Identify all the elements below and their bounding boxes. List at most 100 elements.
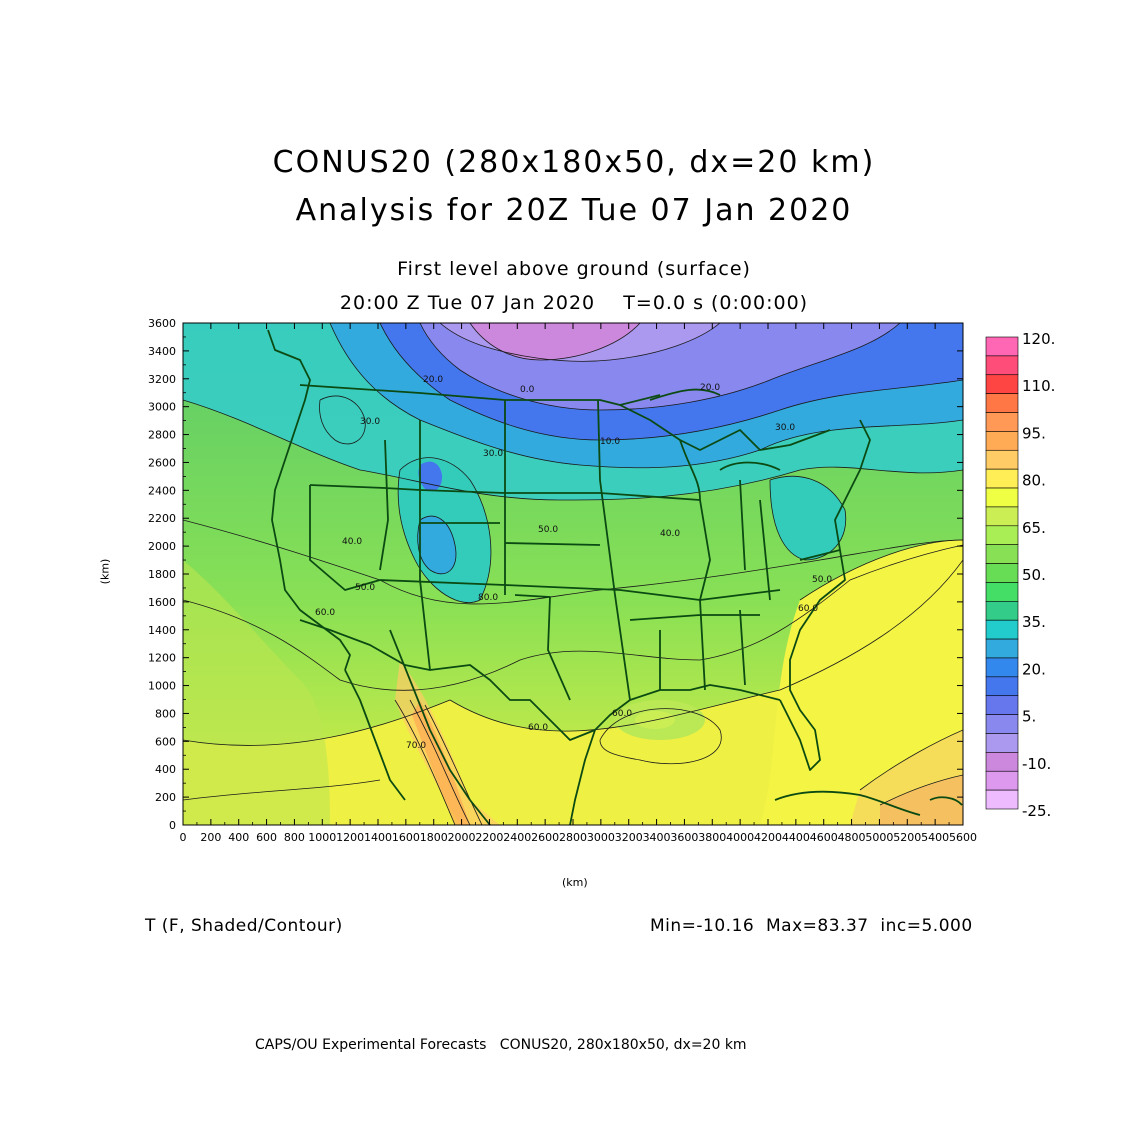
- contour-label: 20.0: [423, 375, 443, 385]
- colorbar-swatch: [985, 638, 1019, 659]
- contour-label: 20.0: [700, 383, 720, 393]
- x-tick-label: 3200: [615, 831, 643, 844]
- y-tick-label: 1400: [148, 624, 176, 637]
- colorbar-label: 65.: [1022, 519, 1046, 537]
- y-tick-label: 800: [155, 707, 176, 720]
- colorbar-swatch: [985, 714, 1019, 734]
- y-tick-label: 2400: [148, 484, 176, 497]
- colorbar-swatch: [985, 789, 1019, 810]
- x-tick-label: 5000: [865, 831, 893, 844]
- y-tick-label: 1000: [148, 680, 176, 693]
- colorbar-swatch: [985, 506, 1019, 527]
- colorbar-swatch: [985, 544, 1019, 564]
- y-tick-label: 2000: [148, 540, 176, 553]
- x-tick-label: 3000: [587, 831, 615, 844]
- contour-lines: [183, 323, 963, 825]
- y-axis-label: (km): [98, 558, 112, 585]
- credit-line: CAPS/OU Experimental Forecasts CONUS20, …: [255, 1037, 747, 1053]
- colorbar-swatch: [985, 563, 1019, 583]
- contour-label: 70.0: [406, 741, 426, 751]
- colorbar-swatch: [985, 676, 1019, 697]
- colorbar-swatch: [985, 393, 1019, 413]
- colorbar-swatch: [985, 733, 1019, 753]
- field-stats: Min=-10.16 Max=83.37 inc=5.000: [650, 916, 973, 936]
- x-tick-label: 1800: [420, 831, 448, 844]
- x-tick-label: 5200: [893, 831, 921, 844]
- x-tick-label: 4000: [726, 831, 754, 844]
- colorbar-swatch: [985, 355, 1019, 376]
- x-tick-label: 2800: [559, 831, 587, 844]
- colorbar-swatch: [985, 431, 1019, 451]
- y-tick-label: 400: [155, 763, 176, 776]
- x-tick-label: 4400: [782, 831, 810, 844]
- x-tick-label: 400: [228, 831, 249, 844]
- contour-label: 10.0: [600, 437, 620, 447]
- y-tick-label: 3400: [148, 345, 176, 358]
- y-tick-label: 1200: [148, 652, 176, 665]
- x-tick-label: 200: [200, 831, 221, 844]
- x-tick-label: 3800: [698, 831, 726, 844]
- x-tick-label: 600: [256, 831, 277, 844]
- x-tick-label: 3600: [670, 831, 698, 844]
- contour-label: 30.0: [483, 449, 503, 459]
- subtitle-line-1: First level above ground (surface): [397, 258, 751, 280]
- colorbar-label: 35.: [1022, 613, 1046, 631]
- y-tick-label: 2200: [148, 512, 176, 525]
- colorbar-swatch: [985, 487, 1019, 508]
- x-tick-label: 4200: [754, 831, 782, 844]
- x-tick-label: 2400: [503, 831, 531, 844]
- x-tick-label: 0: [180, 831, 187, 844]
- x-tick-label: 1000: [308, 831, 336, 844]
- colorbar-label: 95.: [1022, 424, 1046, 442]
- colorbar-swatch: [985, 695, 1019, 715]
- shaded-field: [183, 323, 963, 825]
- y-tick-label: 1800: [148, 568, 176, 581]
- contour-label: 60.0: [315, 608, 335, 618]
- y-tick-label: 0: [169, 819, 176, 832]
- colorbar-label: -25.: [1022, 802, 1051, 820]
- x-tick-label: 2000: [448, 831, 476, 844]
- colorbar-label: 80.: [1022, 472, 1046, 490]
- y-tick-label: 3000: [148, 401, 176, 414]
- x-tick-label: 5400: [921, 831, 949, 844]
- x-tick-label: 3400: [643, 831, 671, 844]
- contour-label: 60.0: [528, 723, 548, 733]
- y-tick-label: 200: [155, 791, 176, 804]
- y-tick-label: 3200: [148, 373, 176, 386]
- subtitle-line-2: 20:00 Z Tue 07 Jan 2020 T=0.0 s (0:00:00…: [339, 292, 809, 314]
- colorbar-label: 110.: [1022, 377, 1055, 395]
- y-tick-label: 2800: [148, 429, 176, 442]
- colorbar-swatch: [985, 412, 1019, 432]
- x-tick-label: 2600: [531, 831, 559, 844]
- colorbar-swatch: [985, 601, 1019, 621]
- colorbar-label: 5.: [1022, 708, 1036, 726]
- x-tick-label: 1400: [364, 831, 392, 844]
- colorbar-swatch: [985, 336, 1019, 357]
- contour-label: 30.0: [360, 417, 380, 427]
- x-tick-label: 4600: [810, 831, 838, 844]
- contour-label: 60.0: [798, 604, 818, 614]
- colorbar-label: 20.: [1022, 660, 1046, 678]
- colorbar-swatch: [985, 525, 1019, 545]
- colorbar-swatch: [985, 619, 1019, 640]
- geographic-boundaries: [267, 329, 963, 825]
- title-line-2: Analysis for 20Z Tue 07 Jan 2020: [295, 193, 853, 228]
- contour-label: 0.0: [520, 385, 535, 395]
- contour-label: 40.0: [342, 537, 362, 547]
- y-tick-label: 2600: [148, 456, 176, 469]
- colorbar-swatch: [985, 582, 1019, 602]
- colorbar-swatch: [985, 752, 1019, 772]
- title-line-1: CONUS20 (280x180x50, dx=20 km): [272, 145, 876, 180]
- colorbar-swatch: [985, 468, 1019, 489]
- colorbar-label: 50.: [1022, 566, 1046, 584]
- y-tick-label: 3600: [148, 317, 176, 330]
- colorbar-label: 120.: [1022, 330, 1055, 348]
- x-axis-label: (km): [562, 876, 588, 889]
- x-tick-label: 5600: [949, 831, 977, 844]
- contour-label: 30.0: [775, 423, 795, 433]
- axis-ticks: 0 200 400 600 800 1000 1200 1400 1600 1800 2000 220…: [148, 317, 977, 844]
- x-tick-label: 2200: [475, 831, 503, 844]
- contour-label: 60.0: [612, 709, 632, 719]
- colorbar-label: -10.: [1022, 755, 1051, 773]
- y-tick-label: 600: [155, 735, 176, 748]
